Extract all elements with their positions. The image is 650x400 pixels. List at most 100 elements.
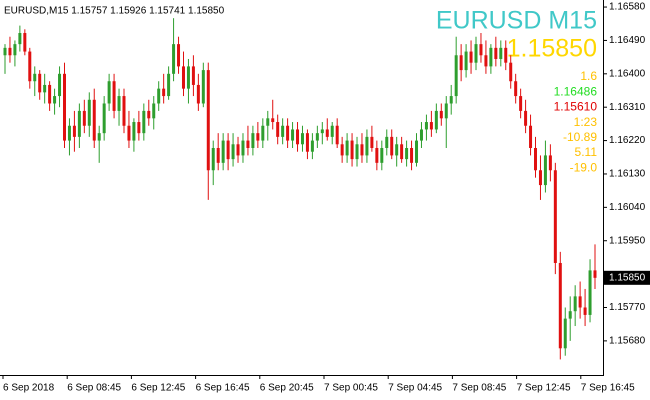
candle-body xyxy=(3,47,7,56)
candle-body xyxy=(419,129,423,141)
candle-body xyxy=(82,110,86,126)
price-label: 1.15850 xyxy=(507,35,597,63)
candle-body xyxy=(529,125,533,148)
info-line: 5.11 xyxy=(575,145,598,159)
candle-body xyxy=(291,129,295,141)
info-line: 1:23 xyxy=(574,115,598,129)
candle-body xyxy=(276,122,280,137)
candle-body xyxy=(514,81,518,97)
candle-body xyxy=(241,140,245,156)
candle-body xyxy=(459,55,463,71)
candle-body xyxy=(142,110,146,134)
candle-body xyxy=(256,133,260,141)
candle-body xyxy=(87,99,91,126)
candle-body xyxy=(583,307,587,315)
x-tick-label: 6 Sep 16:45 xyxy=(196,383,250,394)
candle-body xyxy=(434,110,438,130)
candle-body xyxy=(474,44,478,63)
candle-body xyxy=(236,144,240,156)
candle-body xyxy=(325,129,329,137)
candle-body xyxy=(177,44,181,67)
x-tick-label: 7 Sep 08:45 xyxy=(452,383,506,394)
candle-body xyxy=(305,133,309,152)
candle-body xyxy=(92,99,96,141)
candle-body xyxy=(519,96,523,111)
candle-body xyxy=(300,133,304,145)
candle-body xyxy=(509,62,513,82)
candle-body xyxy=(67,125,71,141)
candle-body xyxy=(424,122,428,130)
candle-body xyxy=(62,73,66,141)
candle-body xyxy=(172,44,176,74)
candle-body xyxy=(400,144,404,160)
candle-body xyxy=(8,47,12,56)
candle-body xyxy=(390,136,394,156)
y-tick-label: 1.15680 xyxy=(609,336,646,347)
candle-body xyxy=(196,84,200,104)
candle-body xyxy=(365,136,369,156)
y-tick-label: 1.15950 xyxy=(609,235,646,246)
y-tick-label: 1.16130 xyxy=(609,169,646,180)
candle-body xyxy=(152,103,156,119)
y-tick-label: 1.16400 xyxy=(609,68,646,79)
candle-body xyxy=(122,96,126,126)
candle-body xyxy=(410,147,414,163)
candle-body xyxy=(405,147,409,160)
candle-body xyxy=(543,155,547,186)
candle-body xyxy=(23,33,27,52)
candle-body xyxy=(72,125,76,137)
candle-body xyxy=(350,140,354,160)
candle-body xyxy=(568,311,572,319)
candle-body xyxy=(97,133,101,141)
candle-body xyxy=(127,125,131,141)
candle-body xyxy=(464,51,468,71)
candle-body xyxy=(206,70,210,171)
candle-body xyxy=(157,88,161,104)
candle-body xyxy=(454,55,458,97)
candle-body xyxy=(494,47,498,59)
candle-body xyxy=(484,55,488,67)
candle-body xyxy=(117,96,121,111)
candle-body xyxy=(132,122,136,141)
candle-body xyxy=(479,44,483,56)
candle-body xyxy=(340,144,344,156)
candle-body xyxy=(355,144,359,160)
candle-body xyxy=(345,140,349,156)
candle-body xyxy=(137,122,141,134)
candle-body xyxy=(534,147,538,171)
candle-body xyxy=(33,73,37,82)
candle-body xyxy=(296,129,300,145)
candle-body xyxy=(593,270,597,278)
candle-body xyxy=(271,118,275,123)
candle-body xyxy=(573,296,577,312)
candle-body xyxy=(211,147,215,171)
y-tick-label: 1.16220 xyxy=(609,135,646,146)
x-tick-label: 7 Sep 16:45 xyxy=(581,383,635,394)
candle-body xyxy=(147,110,151,119)
candle-body xyxy=(375,147,379,163)
candle-body xyxy=(216,147,220,163)
candle-body xyxy=(251,133,255,148)
x-tick-label: 6 Sep 12:45 xyxy=(131,383,185,394)
candle-body xyxy=(499,47,503,59)
candle-body xyxy=(167,73,171,97)
candle-body xyxy=(281,125,285,137)
candle-body xyxy=(13,44,17,56)
candle-body xyxy=(429,122,433,130)
candle-body xyxy=(415,140,419,163)
candle-body xyxy=(231,144,235,160)
candle-body xyxy=(538,170,542,186)
candle-body xyxy=(261,125,265,141)
candle-body xyxy=(48,84,52,104)
chart-header: EURUSD,M15 1.15757 1.15926 1.15741 1.158… xyxy=(4,6,225,17)
candle-body xyxy=(201,70,205,104)
candle-body xyxy=(221,140,225,163)
candle-body xyxy=(53,96,57,104)
candle-body xyxy=(226,140,230,160)
info-line: 1.16486 xyxy=(554,84,598,98)
info-line: 1.6 xyxy=(580,69,597,83)
candle-body xyxy=(469,51,473,63)
